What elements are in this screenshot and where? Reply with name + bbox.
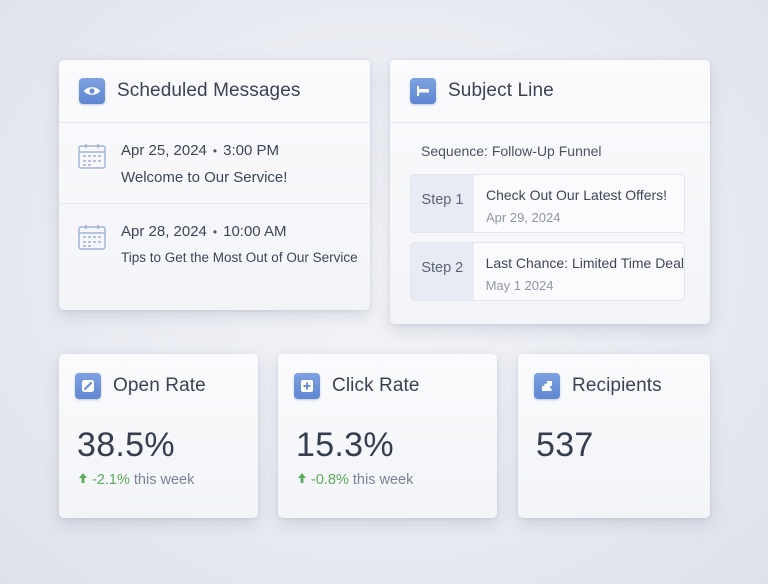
- change-period: this week: [133, 472, 195, 488]
- message-datetime: Apr 25, 2024 • 3:00 PM: [121, 142, 279, 159]
- open-rate-title: Open Rate: [113, 375, 206, 396]
- click-rate-title: Click Rate: [332, 375, 420, 396]
- header-divider: [59, 122, 370, 123]
- message-datetime: Apr 28, 2024 • 10:00 AM: [121, 223, 287, 240]
- click-rate-change: -0.8% this week: [297, 472, 413, 488]
- puzzle-icon: [534, 373, 560, 399]
- sequence-label: Sequence: Follow-Up Funnel: [421, 143, 602, 159]
- recipients-card[interactable]: Recipients 537: [518, 354, 710, 518]
- sequence-step[interactable]: Step 2 Last Chance: Limited Time Deal Ma…: [410, 242, 685, 301]
- step-body: Last Chance: Limited Time Deal May 1 202…: [474, 243, 684, 300]
- scheduled-messages-title: Scheduled Messages: [117, 80, 301, 101]
- message-divider: [59, 203, 370, 204]
- subject-line-title: Subject Line: [448, 80, 554, 101]
- change-percent: -0.8%: [311, 472, 349, 488]
- eye-icon: [79, 78, 105, 104]
- step-subject: Last Chance: Limited Time Deal: [485, 255, 684, 271]
- arrow-up-icon: [78, 472, 88, 488]
- click-rate-header: Click Rate: [278, 354, 497, 418]
- message-subject: Tips to Get the Most Out of Our Service: [121, 250, 358, 265]
- click-rate-card[interactable]: Click Rate 15.3% -0.8% this week: [278, 354, 497, 518]
- message-date: Apr 25, 2024: [121, 142, 207, 159]
- open-rate-value: 38.5%: [77, 426, 175, 464]
- flag-icon: [410, 78, 436, 104]
- subject-line-header: Subject Line: [390, 60, 710, 122]
- calendar-icon: [78, 224, 106, 255]
- subject-line-card: Subject Line Sequence: Follow-Up Funnel …: [390, 60, 710, 324]
- step-label: Step 2: [411, 243, 474, 300]
- change-period: this week: [352, 472, 414, 488]
- open-rate-change: -2.1% this week: [78, 472, 194, 488]
- message-time: 10:00 AM: [223, 223, 287, 240]
- recipients-title: Recipients: [572, 375, 662, 396]
- click-rate-value: 15.3%: [296, 426, 394, 464]
- step-label: Step 1: [411, 175, 474, 232]
- step-body: Check Out Our Latest Offers! Apr 29, 202…: [474, 175, 667, 232]
- message-subject: Welcome to Our Service!: [121, 169, 288, 186]
- calendar-icon: [78, 143, 106, 174]
- arrow-up-icon: [297, 472, 307, 488]
- recipients-header: Recipients: [518, 354, 710, 418]
- separator-dot: •: [212, 144, 218, 158]
- change-percent: -2.1%: [92, 472, 130, 488]
- message-time: 3:00 PM: [223, 142, 279, 159]
- step-date: May 1 2024: [485, 278, 554, 293]
- open-rate-card[interactable]: Open Rate 38.5% -2.1% this week: [59, 354, 258, 518]
- message-date: Apr 28, 2024: [121, 223, 207, 240]
- sequence-step[interactable]: Step 1 Check Out Our Latest Offers! Apr …: [410, 174, 685, 233]
- step-subject: Check Out Our Latest Offers!: [486, 187, 668, 203]
- separator-dot: •: [212, 225, 218, 239]
- plus-box-icon: [294, 373, 320, 399]
- scheduled-message-item[interactable]: Apr 28, 2024 • 10:00 AM Tips to Get the Mo…: [59, 204, 370, 284]
- header-divider: [390, 122, 710, 123]
- scheduled-messages-card: Scheduled Messages Apr 25, 2024 • 3:00 PM …: [59, 60, 370, 310]
- recipients-value: 537: [536, 426, 594, 464]
- scheduled-message-item[interactable]: Apr 25, 2024 • 3:00 PM Welcome to Our Serv…: [59, 123, 370, 203]
- scheduled-messages-header: Scheduled Messages: [59, 60, 370, 122]
- step-date: Apr 29, 2024: [486, 210, 561, 225]
- open-rate-header: Open Rate: [59, 354, 258, 418]
- gauge-icon: [75, 373, 101, 399]
